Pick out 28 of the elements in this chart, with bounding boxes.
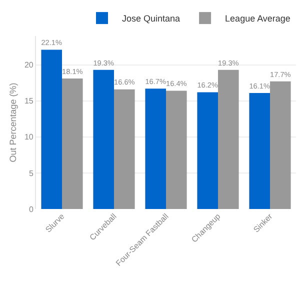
data-label: 16.6% [114,78,136,87]
y-tick-label: 20 [24,60,34,70]
bar [166,90,187,209]
data-label: 18.1% [62,66,84,76]
data-label: 16.2% [197,80,218,90]
data-label: 16.7% [145,76,166,86]
data-label: 19.3% [93,58,114,68]
y-tick-label: 5 [28,168,34,178]
bar [145,88,166,209]
data-label: 19.3% [218,58,240,68]
data-label: 17.7% [270,70,292,79]
y-tick-label: 0 [28,204,34,214]
legend-label: Jose Quintana [122,14,180,24]
y-axis-title: Out Percentage (%) [8,82,18,162]
bar [218,70,239,209]
bar [41,50,62,209]
bar [270,81,291,209]
data-label: 16.4% [166,79,188,88]
y-tick-label: 15 [24,96,34,106]
bar [197,92,218,209]
bar [249,92,270,209]
bar [93,70,114,209]
bar [114,89,135,209]
bar [62,78,83,209]
data-label: 22.1% [41,38,62,48]
data-label: 16.1% [249,81,270,90]
legend-label: League Average [225,14,290,24]
y-tick-label: 10 [24,132,34,142]
